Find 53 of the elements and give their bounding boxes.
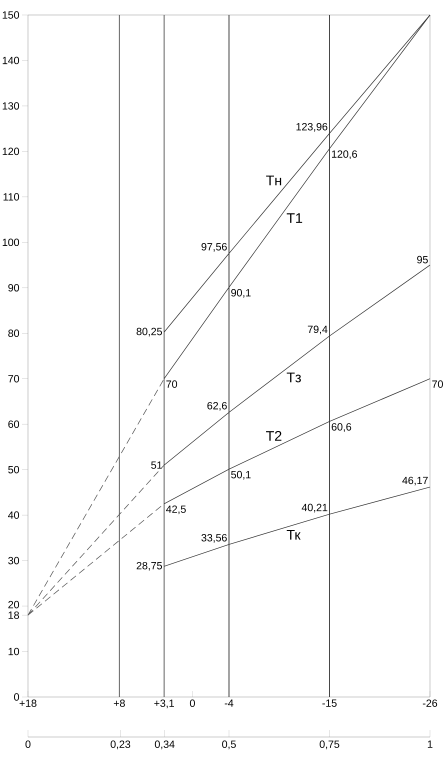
data-label: 42,5 <box>166 505 186 514</box>
y-tick-label: 130 <box>2 102 20 110</box>
y-tick-label: 120 <box>2 148 20 156</box>
data-label: 62,6 <box>207 402 227 411</box>
data-label: 60,6 <box>332 423 352 432</box>
y-tick-label: 80 <box>8 330 20 337</box>
x2-tick-label: 0 <box>25 740 30 748</box>
y-tick-label: 70 <box>8 375 20 382</box>
y-tick-label: 60 <box>8 420 20 428</box>
data-label: 51 <box>151 461 162 469</box>
data-label: 123,96 <box>296 123 328 132</box>
y-tick-label: 10 <box>8 648 20 656</box>
x-tick-label: -26 <box>422 700 438 707</box>
data-label: 120,6 <box>332 150 358 160</box>
data-label: 46,17 <box>402 476 428 486</box>
y-tick-label: 30 <box>8 556 20 564</box>
y-tick-label: 110 <box>4 193 20 201</box>
x-tick-label: +18 <box>20 700 36 707</box>
data-label: 28,75 <box>136 562 162 571</box>
x-tick-label: +8 <box>114 700 125 707</box>
series-label: Тк <box>286 530 301 540</box>
data-label: 97,56 <box>202 243 227 252</box>
data-label: 80,25 <box>136 328 162 336</box>
data-label: 40,21 <box>302 504 328 512</box>
y-tick-label: 0 <box>14 693 20 701</box>
series-label: Тз <box>286 372 301 382</box>
data-label: 50,1 <box>231 470 251 480</box>
data-label: 70 <box>166 380 178 388</box>
y-tick-label: 90 <box>8 284 20 292</box>
data-label: 79,4 <box>308 326 328 334</box>
data-label: 95 <box>417 256 428 264</box>
y-tick-label: 50 <box>8 466 20 474</box>
data-label: 70 <box>432 380 443 388</box>
x2-tick-label: 0,23 <box>110 740 130 750</box>
x-tick-label: 0 <box>190 700 195 707</box>
x-tick-label: -4 <box>224 700 234 707</box>
x2-tick-label: 0,75 <box>320 740 340 750</box>
y-tick-label: 40 <box>8 511 20 519</box>
series-label: Тн <box>266 176 282 186</box>
x2-tick-label: 1 <box>428 740 432 748</box>
series-label: Т2 <box>266 430 282 441</box>
x-tick-label: -15 <box>322 700 337 707</box>
y-tick-label: 100 <box>2 238 20 246</box>
y-tick-label: 20 <box>8 600 20 608</box>
x2-tick-label: 0,5 <box>222 740 236 750</box>
x2-tick-label: 0,34 <box>154 740 175 750</box>
data-label: 33,56 <box>201 534 227 543</box>
y-tick-label: 18 <box>8 611 20 619</box>
y-tick-label: 140 <box>2 56 20 64</box>
series-label: Т1 <box>286 213 302 223</box>
data-label: 90,1 <box>231 289 251 298</box>
y-tick-label: 150 <box>2 11 20 19</box>
x-tick-label: +3,1 <box>154 700 174 708</box>
